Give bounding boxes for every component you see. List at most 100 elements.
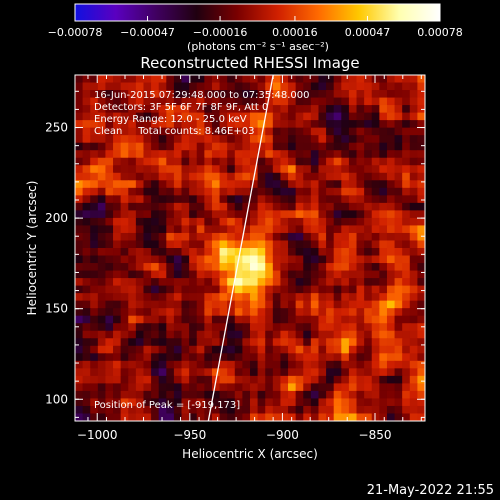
heatmap-cell bbox=[189, 210, 198, 219]
heatmap-cell bbox=[158, 323, 167, 332]
heatmap-cell bbox=[173, 142, 183, 151]
heatmap-cell bbox=[257, 195, 266, 204]
heatmap-cell bbox=[82, 150, 91, 159]
heatmap-cell bbox=[371, 345, 380, 354]
heatmap-cell bbox=[272, 330, 282, 339]
heatmap-cell bbox=[341, 187, 350, 196]
heatmap-cell bbox=[409, 172, 418, 181]
heatmap-cell bbox=[272, 82, 282, 91]
heatmap-cell bbox=[135, 270, 145, 279]
heatmap-cell bbox=[326, 413, 335, 421]
heatmap-cell bbox=[82, 293, 91, 302]
heatmap-cell bbox=[82, 187, 91, 196]
heatmap-cell bbox=[272, 240, 282, 249]
heatmap-cell bbox=[409, 142, 418, 151]
heatmap-cell bbox=[303, 202, 312, 211]
heatmap-cell bbox=[75, 338, 84, 347]
heatmap-cell bbox=[371, 255, 380, 264]
heatmap-cell bbox=[417, 353, 425, 362]
heatmap-cell bbox=[211, 353, 221, 362]
heatmap-cell bbox=[364, 202, 373, 211]
heatmap-cell bbox=[211, 398, 221, 407]
heatmap-cell bbox=[379, 97, 388, 106]
heatmap-cell bbox=[158, 300, 167, 309]
heatmap-cell bbox=[181, 120, 190, 129]
heatmap-cell bbox=[250, 338, 259, 347]
heatmap-cell bbox=[356, 172, 365, 181]
heatmap-cell bbox=[211, 180, 221, 189]
heatmap-cell bbox=[310, 323, 320, 332]
heatmap-cell bbox=[151, 338, 160, 347]
heatmap-cell bbox=[105, 165, 114, 174]
heatmap-cell bbox=[75, 202, 84, 211]
heatmap-cell bbox=[356, 330, 365, 339]
heatmap-cell bbox=[379, 90, 388, 99]
heatmap-cell bbox=[166, 285, 175, 294]
heatmap-cell bbox=[265, 270, 274, 279]
heatmap-cell bbox=[82, 383, 91, 392]
heatmap-cell bbox=[181, 353, 190, 362]
heatmap-cell bbox=[173, 390, 183, 400]
heatmap-cell bbox=[318, 330, 327, 339]
heatmap-cell bbox=[303, 323, 312, 332]
heatmap-cell bbox=[75, 82, 84, 91]
heatmap-cell bbox=[105, 398, 114, 407]
heatmap-cell bbox=[181, 338, 190, 347]
heatmap-cell bbox=[75, 120, 84, 129]
heatmap-cell bbox=[158, 398, 167, 407]
heatmap-cell bbox=[113, 112, 122, 121]
heatmap-cell bbox=[189, 187, 198, 196]
heatmap-cell bbox=[379, 165, 388, 174]
heatmap-cell bbox=[151, 383, 160, 392]
heatmap-cell bbox=[128, 142, 137, 151]
heatmap-cell bbox=[341, 270, 350, 279]
heatmap-cell bbox=[303, 112, 312, 121]
heatmap-cell bbox=[326, 225, 335, 234]
heatmap-cell bbox=[120, 210, 129, 219]
heatmap-cell bbox=[90, 308, 99, 317]
heatmap-cell bbox=[82, 338, 91, 347]
heatmap-cell bbox=[310, 308, 320, 317]
heatmap-cell bbox=[295, 255, 304, 264]
heatmap-cell bbox=[310, 232, 320, 242]
heatmap-cell bbox=[75, 330, 84, 339]
heatmap-cell bbox=[128, 202, 137, 211]
heatmap-cell bbox=[250, 232, 259, 242]
heatmap-cell bbox=[196, 300, 205, 309]
heatmap-cell bbox=[257, 157, 266, 166]
heatmap-cell bbox=[204, 105, 213, 114]
heatmap-cell bbox=[409, 210, 418, 219]
heatmap-cell bbox=[257, 330, 266, 339]
heatmap-cell bbox=[379, 82, 388, 91]
heatmap-cell bbox=[166, 127, 175, 136]
heatmap-cell bbox=[227, 225, 236, 234]
heatmap-cell bbox=[120, 112, 129, 121]
heatmap-cell bbox=[75, 390, 84, 400]
heatmap-cell bbox=[128, 82, 137, 91]
heatmap-cell bbox=[356, 353, 365, 362]
heatmap-cell bbox=[326, 195, 335, 204]
heatmap-cell bbox=[394, 120, 403, 129]
heatmap-cell bbox=[227, 202, 236, 211]
heatmap-cell bbox=[326, 187, 335, 196]
heatmap-cell bbox=[75, 398, 84, 407]
heatmap-cell bbox=[189, 330, 198, 339]
heatmap-cell bbox=[219, 240, 228, 249]
heatmap-cell bbox=[90, 413, 99, 421]
heatmap-cell bbox=[227, 263, 236, 272]
heatmap-cell bbox=[364, 360, 373, 369]
heatmap-cell bbox=[341, 90, 350, 99]
heatmap-cell bbox=[120, 293, 129, 302]
heatmap-cell bbox=[227, 248, 236, 257]
heatmap-cell bbox=[166, 210, 175, 219]
heatmap-cell bbox=[371, 127, 380, 136]
heatmap-cell bbox=[204, 330, 213, 339]
heatmap-cell bbox=[113, 413, 122, 421]
heatmap-cell bbox=[173, 105, 183, 114]
heatmap-cell bbox=[371, 202, 380, 211]
plot-frame bbox=[74, 74, 426, 422]
heatmap-cell bbox=[75, 300, 84, 309]
heatmap-cell bbox=[113, 165, 122, 174]
heatmap-cell bbox=[326, 112, 335, 121]
heatmap-cell bbox=[219, 82, 228, 91]
